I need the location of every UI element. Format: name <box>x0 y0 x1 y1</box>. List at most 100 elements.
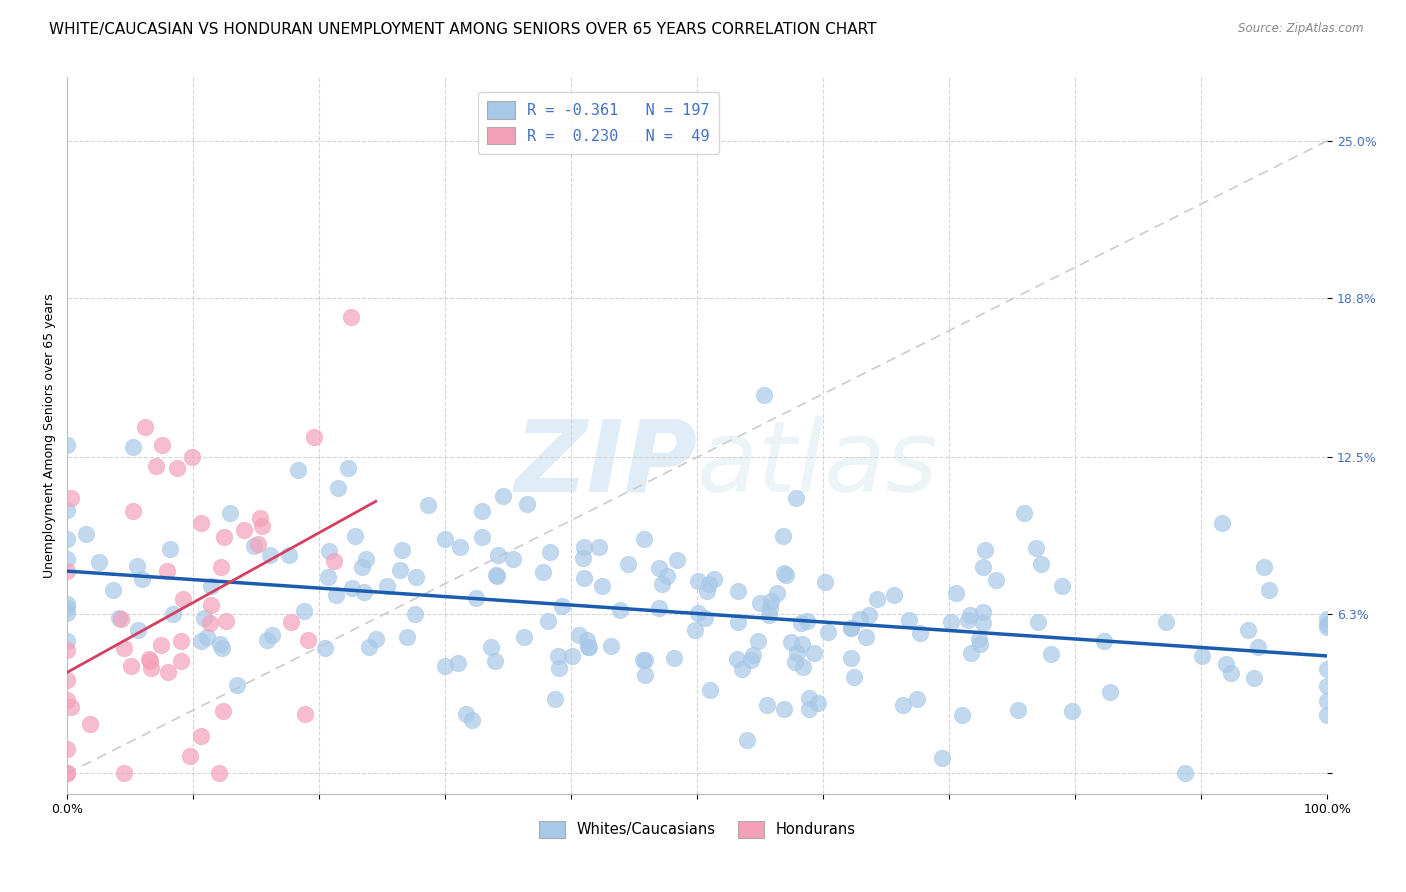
Point <box>839 622 862 636</box>
Point <box>783 656 806 670</box>
Point <box>356 552 378 566</box>
Point <box>693 611 716 625</box>
Point <box>891 698 914 712</box>
Point <box>648 560 671 574</box>
Point <box>59 491 82 505</box>
Point <box>302 429 325 443</box>
Point <box>486 548 509 562</box>
Point <box>765 586 787 600</box>
Point <box>56 438 79 452</box>
Point <box>125 559 148 574</box>
Point <box>280 615 302 629</box>
Point <box>89 555 111 569</box>
Point <box>773 566 796 581</box>
Point <box>326 481 349 495</box>
Point <box>256 632 278 647</box>
Point <box>655 569 678 583</box>
Point <box>278 548 301 562</box>
Point <box>287 463 309 477</box>
Point <box>297 633 319 648</box>
Point <box>172 592 194 607</box>
Point <box>697 577 720 591</box>
Point <box>219 506 242 520</box>
Point <box>883 588 905 602</box>
Point <box>388 563 411 577</box>
Point <box>633 653 655 667</box>
Point <box>959 608 981 623</box>
Point <box>931 751 953 765</box>
Point <box>492 489 515 503</box>
Point <box>631 653 654 667</box>
Point <box>323 554 346 568</box>
Y-axis label: Unemployment Among Seniors over 65 years: Unemployment Among Seniors over 65 years <box>44 293 56 578</box>
Point <box>418 499 440 513</box>
Point <box>1060 705 1083 719</box>
Point <box>233 524 256 538</box>
Point <box>537 615 560 629</box>
Point <box>449 541 471 555</box>
Legend: Whites/Caucasians, Hondurans: Whites/Caucasians, Hondurans <box>533 815 862 844</box>
Point <box>122 441 145 455</box>
Point <box>662 650 685 665</box>
Point <box>897 613 920 627</box>
Point <box>984 573 1007 587</box>
Point <box>318 544 340 558</box>
Point <box>755 698 778 713</box>
Point <box>727 584 749 599</box>
Point <box>325 589 347 603</box>
Point <box>150 437 173 451</box>
Point <box>972 605 994 619</box>
Point <box>139 654 162 668</box>
Point <box>56 766 79 780</box>
Point <box>461 713 484 727</box>
Point <box>181 450 204 464</box>
Point <box>1316 679 1339 693</box>
Point <box>1154 615 1177 629</box>
Point <box>114 766 136 780</box>
Point <box>149 638 172 652</box>
Point <box>1316 707 1339 722</box>
Point <box>131 572 153 586</box>
Point <box>339 310 361 325</box>
Point <box>195 630 218 644</box>
Point <box>568 627 591 641</box>
Point <box>1253 560 1275 574</box>
Point <box>727 615 749 629</box>
Point <box>456 707 478 722</box>
Point <box>138 652 160 666</box>
Point <box>967 632 990 646</box>
Point <box>447 656 470 670</box>
Point <box>588 541 610 555</box>
Point <box>337 460 360 475</box>
Point <box>226 678 249 692</box>
Point <box>941 615 963 630</box>
Point <box>792 660 814 674</box>
Point <box>651 576 673 591</box>
Point <box>686 606 709 620</box>
Point <box>200 579 222 593</box>
Point <box>292 604 315 618</box>
Point <box>56 600 79 615</box>
Point <box>780 635 803 649</box>
Point <box>485 568 508 582</box>
Point <box>243 539 266 553</box>
Point <box>752 387 775 401</box>
Point <box>56 503 79 517</box>
Point <box>259 548 281 562</box>
Point <box>56 766 79 780</box>
Point <box>1191 649 1213 664</box>
Point <box>112 640 135 655</box>
Point <box>786 646 808 660</box>
Point <box>617 557 640 571</box>
Point <box>211 641 233 656</box>
Point <box>855 630 877 644</box>
Point <box>314 641 336 656</box>
Point <box>159 541 181 556</box>
Point <box>866 591 889 606</box>
Point <box>747 633 769 648</box>
Point <box>576 640 599 654</box>
Point <box>969 637 991 651</box>
Point <box>465 591 488 605</box>
Point <box>56 634 79 648</box>
Point <box>479 640 502 655</box>
